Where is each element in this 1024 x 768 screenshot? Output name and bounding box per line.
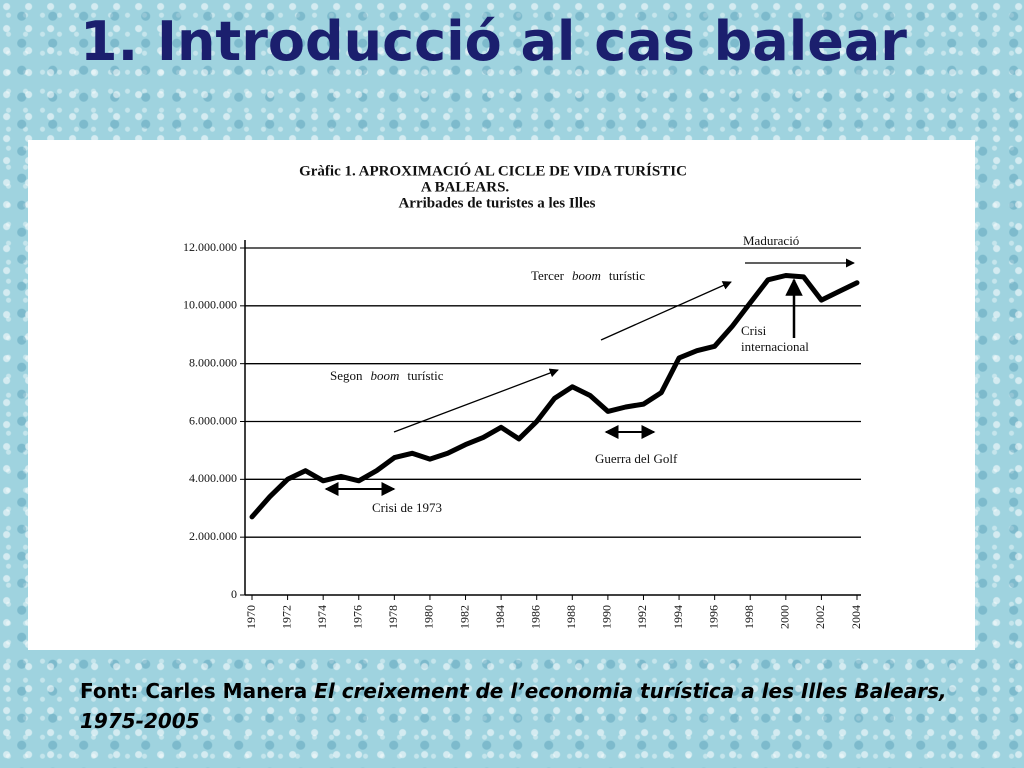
- annotation: Crisi: [741, 323, 767, 338]
- x-tick-label: 1970: [244, 605, 258, 629]
- y-tick-label: 2.000.000: [189, 529, 237, 543]
- annotation-part: boom: [371, 368, 400, 383]
- annotation-part: turístic: [407, 368, 443, 383]
- source-years: 1975-2005: [80, 709, 200, 733]
- slide-title: 1. Introducció al cas balear: [80, 10, 907, 73]
- annotation-part: Guerra del Golf: [595, 451, 678, 466]
- y-tick-label: 10.000.000: [183, 298, 237, 312]
- annotation: Guerra del Golf: [595, 451, 678, 466]
- x-tick-label: 1988: [564, 605, 578, 629]
- annotation-part: boom: [572, 268, 601, 283]
- y-tick-label: 8.000.000: [189, 355, 237, 369]
- x-tick-label: 2004: [849, 605, 863, 629]
- x-tick-label: 1976: [351, 605, 365, 629]
- x-tick-label: 1990: [600, 605, 614, 629]
- chart-title-line: Gràfic 1. APROXIMACIÓ AL CICLE DE VIDA T…: [299, 162, 687, 179]
- x-tick-label: 1992: [635, 605, 649, 629]
- x-tick-label: 1996: [706, 605, 720, 629]
- arrow: [600, 281, 732, 341]
- annotation: Maduració: [743, 233, 799, 248]
- source-note: Font: Carles Manera El creixement de l’e…: [80, 676, 947, 736]
- x-tick-label: 2002: [813, 605, 827, 629]
- y-tick-label: 12.000.000: [183, 240, 237, 254]
- x-tick-label: 1974: [315, 605, 329, 629]
- x-tick-label: 1982: [457, 605, 471, 629]
- x-tick-label: 1994: [671, 605, 685, 629]
- chart: Gràfic 1. APROXIMACIÓ AL CICLE DE VIDA T…: [183, 162, 863, 629]
- y-tick-label: 4.000.000: [189, 471, 237, 485]
- data-line: [249, 273, 860, 520]
- annotation-part: Maduració: [743, 233, 799, 248]
- annotation-part: Segon: [330, 368, 363, 383]
- x-tick-label: 2000: [778, 605, 792, 629]
- annotation-part: turístic: [609, 268, 645, 283]
- annotation-part: Crisi de 1973: [372, 500, 442, 515]
- y-tick-label: 0: [231, 587, 237, 601]
- annotation: Tercer boom turístic: [531, 268, 645, 283]
- x-tick-label: 1980: [422, 605, 436, 629]
- x-tick-label: 1986: [528, 605, 542, 629]
- annotation: internacional: [741, 339, 809, 354]
- chart-subtitle: Arribades de turistes a les Illes: [398, 195, 595, 211]
- source-work: El creixement de l’economia turística a …: [314, 679, 947, 703]
- x-tick-label: 1984: [493, 605, 507, 629]
- annotation: Crisi de 1973: [372, 500, 442, 515]
- x-tick-label: 1972: [279, 605, 293, 629]
- x-tick-label: 1978: [386, 605, 400, 629]
- chart-box: Gràfic 1. APROXIMACIÓ AL CICLE DE VIDA T…: [28, 140, 975, 650]
- x-tick-label: 1998: [742, 605, 756, 629]
- y-tick-label: 6.000.000: [189, 413, 237, 427]
- chart-title-line: A BALEARS.: [421, 179, 510, 195]
- annotation-part: Tercer: [531, 268, 565, 283]
- annotation: Segon boom turístic: [330, 368, 444, 383]
- source-label: Font: Carles Manera: [80, 679, 308, 703]
